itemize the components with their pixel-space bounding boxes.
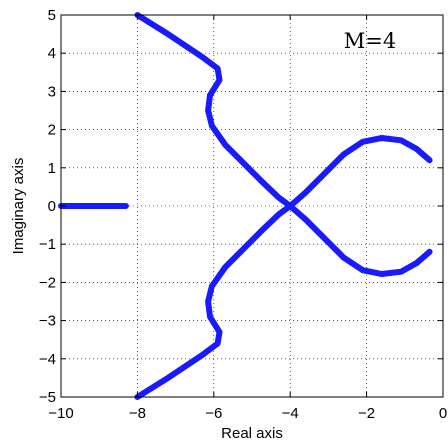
y-tick-label: 1	[48, 160, 56, 177]
y-tick-label: −3	[39, 313, 56, 330]
y-tick-label: 2	[48, 122, 56, 139]
plot-frame	[60, 14, 444, 398]
x-tick-label: −6	[205, 405, 222, 422]
series-group	[58, 12, 433, 400]
y-tick-label: −1	[39, 236, 56, 253]
x-tick-label: −4	[282, 405, 299, 422]
x-tick-label: −2	[358, 405, 375, 422]
y-tick-label: 3	[48, 83, 56, 100]
y-tick-label: 0	[48, 198, 56, 215]
x-tick-label: −8	[129, 405, 146, 422]
y-tick-label: −2	[39, 274, 56, 291]
y-tick-label: 5	[48, 7, 56, 24]
y-tick-labels: −5 −4 −3 −2 −1 0 1 2 3 4 5	[39, 7, 56, 406]
locus-branch-3	[134, 203, 294, 400]
gain-annotation: M=4	[344, 29, 396, 53]
x-tick-labels: −10 −8 −6 −4 −2 0	[48, 405, 447, 422]
x-tick-label: 0	[439, 405, 447, 422]
locus-branch-2	[134, 12, 294, 209]
y-axis-label: Imaginary axis	[10, 158, 27, 255]
x-tick-label: −10	[48, 405, 73, 422]
locus-branch-5	[287, 203, 433, 277]
x-axis-label: Real axis	[221, 425, 283, 442]
y-tick-label: −4	[39, 351, 56, 368]
locus-branch-4	[287, 135, 433, 209]
y-tick-label: −5	[39, 389, 56, 406]
y-tick-label: 4	[48, 45, 56, 62]
